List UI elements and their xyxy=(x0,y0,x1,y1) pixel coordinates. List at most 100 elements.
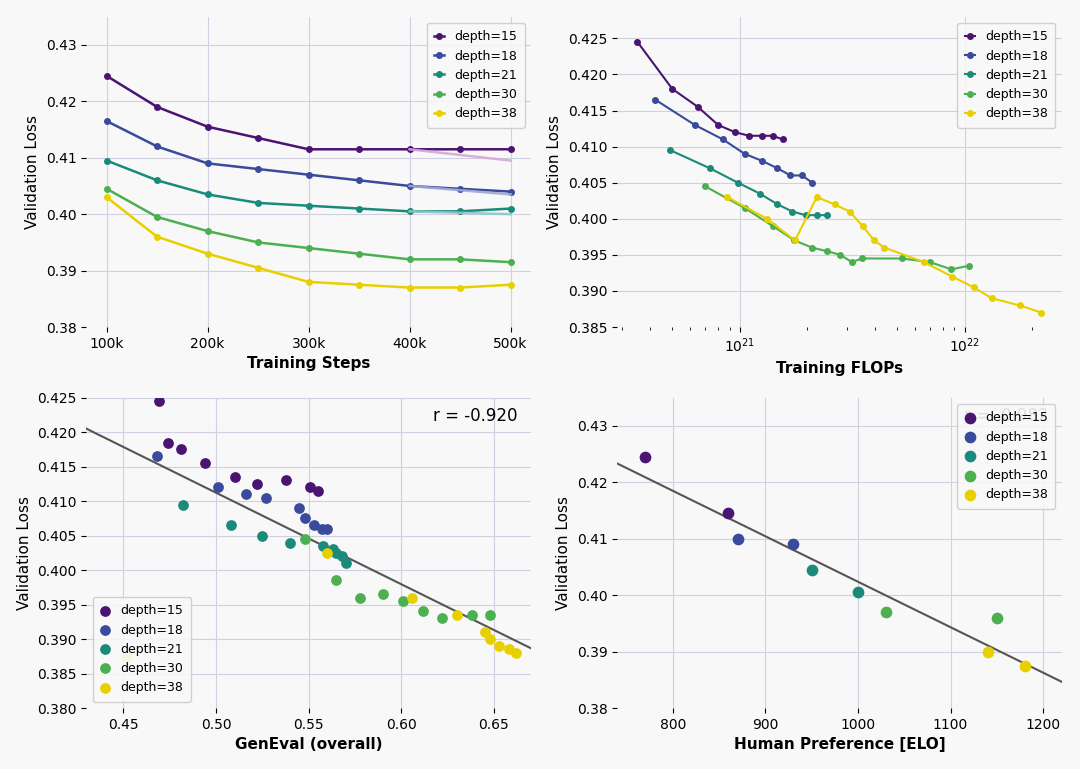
depth=38 xyxy=(482,633,499,645)
depth=15 xyxy=(100,72,113,81)
depth=15 xyxy=(301,481,319,494)
depth=18 xyxy=(302,170,315,179)
depth=21 xyxy=(302,201,315,211)
depth=18 xyxy=(796,171,809,180)
depth=30 xyxy=(699,181,712,191)
depth=18 xyxy=(784,538,801,551)
depth=38 xyxy=(1035,308,1048,318)
depth=21 xyxy=(314,540,332,552)
depth=21 xyxy=(504,204,517,213)
depth=18 xyxy=(210,481,227,494)
depth=30 xyxy=(463,609,481,621)
depth=18 xyxy=(784,171,797,180)
depth=15 xyxy=(454,145,467,154)
depth=30 xyxy=(374,588,391,601)
depth=38 xyxy=(302,278,315,287)
Legend: depth=15, depth=18, depth=21, depth=30, depth=38: depth=15, depth=18, depth=21, depth=30, … xyxy=(958,23,1055,128)
depth=18 xyxy=(806,178,819,188)
depth=30 xyxy=(296,533,313,545)
X-axis label: Human Preference [ELO]: Human Preference [ELO] xyxy=(733,737,945,752)
depth=30 xyxy=(923,258,936,267)
depth=30 xyxy=(806,243,819,252)
depth=15 xyxy=(504,145,517,154)
depth=38 xyxy=(150,232,163,241)
depth=21 xyxy=(337,557,354,569)
depth=18 xyxy=(150,141,163,151)
depth=15 xyxy=(719,508,737,520)
depth=18 xyxy=(688,120,701,129)
depth=18 xyxy=(771,164,784,173)
depth=38 xyxy=(404,591,421,604)
depth=38 xyxy=(353,280,366,289)
Y-axis label: Validation Loss: Validation Loss xyxy=(26,115,40,229)
depth=38 xyxy=(918,258,931,267)
depth=18 xyxy=(738,149,751,158)
Y-axis label: Validation Loss: Validation Loss xyxy=(548,115,563,229)
depth=38 xyxy=(843,207,856,216)
depth=38 xyxy=(788,236,801,245)
depth=30 xyxy=(788,236,801,245)
Line: depth=38: depth=38 xyxy=(104,195,513,291)
depth=30 xyxy=(201,227,214,236)
depth=30 xyxy=(454,255,467,264)
depth=38 xyxy=(490,640,508,652)
depth=38 xyxy=(252,263,265,272)
depth=21 xyxy=(771,200,784,209)
depth=21 xyxy=(100,156,113,165)
depth=18 xyxy=(716,135,729,144)
depth=38 xyxy=(1016,660,1034,672)
depth=21 xyxy=(201,190,214,199)
depth=15 xyxy=(631,38,644,47)
depth=38 xyxy=(100,193,113,202)
depth=38 xyxy=(448,609,465,621)
depth=21 xyxy=(327,547,345,559)
depth=38 xyxy=(867,236,880,245)
depth=30 xyxy=(945,265,958,274)
Line: depth=38: depth=38 xyxy=(725,195,1044,315)
depth=30 xyxy=(302,244,315,253)
depth=15 xyxy=(150,395,167,408)
depth=30 xyxy=(415,605,432,618)
depth=38 xyxy=(201,249,214,258)
depth=21 xyxy=(804,564,821,576)
depth=18 xyxy=(296,512,313,524)
depth=38 xyxy=(119,650,136,662)
Line: depth=18: depth=18 xyxy=(104,118,513,195)
depth=21 xyxy=(454,207,467,216)
Legend: depth=15, depth=18, depth=21, depth=30, depth=38: depth=15, depth=18, depth=21, depth=30, … xyxy=(427,23,525,128)
depth=38 xyxy=(403,283,416,292)
depth=15 xyxy=(728,128,741,137)
depth=18 xyxy=(403,181,416,191)
depth=18 xyxy=(729,533,746,545)
depth=21 xyxy=(753,189,766,198)
depth=18 xyxy=(504,187,517,196)
depth=30 xyxy=(877,606,894,618)
depth=18 xyxy=(148,450,165,462)
depth=38 xyxy=(721,192,734,201)
depth=30 xyxy=(150,212,163,221)
depth=30 xyxy=(834,250,847,259)
depth=15 xyxy=(278,474,295,487)
Line: depth=15: depth=15 xyxy=(635,39,785,142)
depth=18 xyxy=(237,488,254,501)
depth=21 xyxy=(254,530,271,542)
depth=30 xyxy=(352,591,369,604)
depth=30 xyxy=(504,258,517,267)
depth=18 xyxy=(353,175,366,185)
depth=15 xyxy=(226,471,243,483)
Y-axis label: Validation Loss: Validation Loss xyxy=(556,496,571,610)
depth=38 xyxy=(878,243,891,252)
Line: depth=30: depth=30 xyxy=(104,186,513,265)
depth=21 xyxy=(222,519,240,531)
depth=21 xyxy=(821,211,834,220)
depth=38 xyxy=(500,644,517,656)
depth=21 xyxy=(334,550,351,562)
depth=21 xyxy=(282,536,299,548)
depth=21 xyxy=(174,498,191,511)
depth=15 xyxy=(197,457,214,469)
depth=18 xyxy=(201,158,214,168)
depth=15 xyxy=(766,131,779,141)
depth=30 xyxy=(855,254,868,263)
depth=21 xyxy=(810,211,823,220)
depth=18 xyxy=(100,116,113,125)
